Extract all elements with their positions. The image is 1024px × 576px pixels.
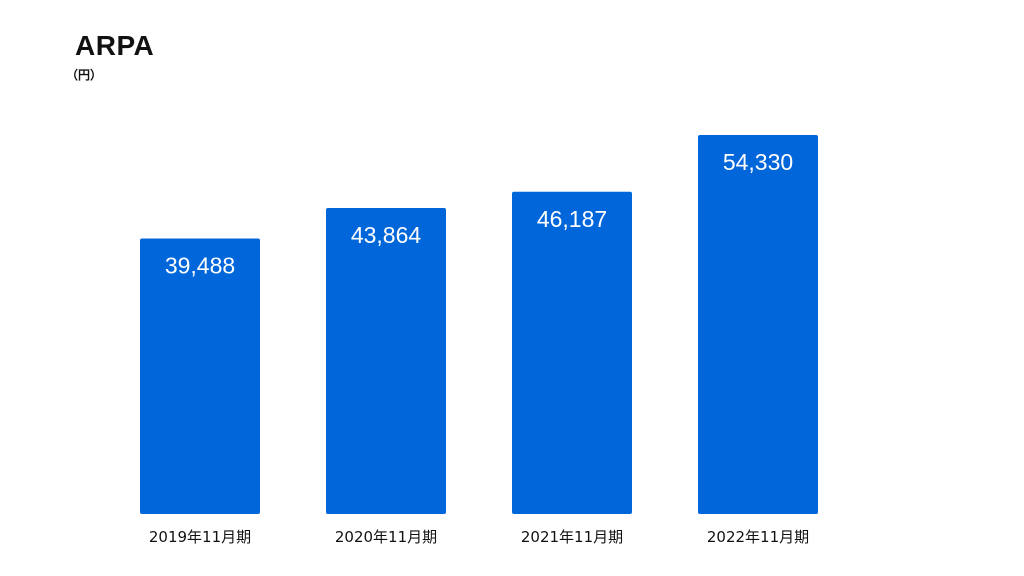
bar-1: [140, 238, 260, 514]
bar-2: [326, 208, 446, 514]
category-label-1: 2019年11月期: [149, 528, 251, 546]
category-label-4: 2022年11月期: [707, 528, 809, 546]
bar-value-label-1: 39,488: [165, 253, 235, 279]
chart-title: ARPA: [75, 30, 155, 61]
unit-label: （円）: [66, 68, 103, 82]
bar-4: [698, 135, 818, 514]
category-label-3: 2021年11月期: [521, 528, 623, 546]
bar-value-label-2: 43,864: [351, 222, 422, 248]
bar-value-label-4: 54,330: [723, 149, 793, 175]
bar-value-label-3: 46,187: [537, 206, 607, 232]
category-label-2: 2020年11月期: [335, 528, 437, 546]
bar-3: [512, 191, 632, 514]
